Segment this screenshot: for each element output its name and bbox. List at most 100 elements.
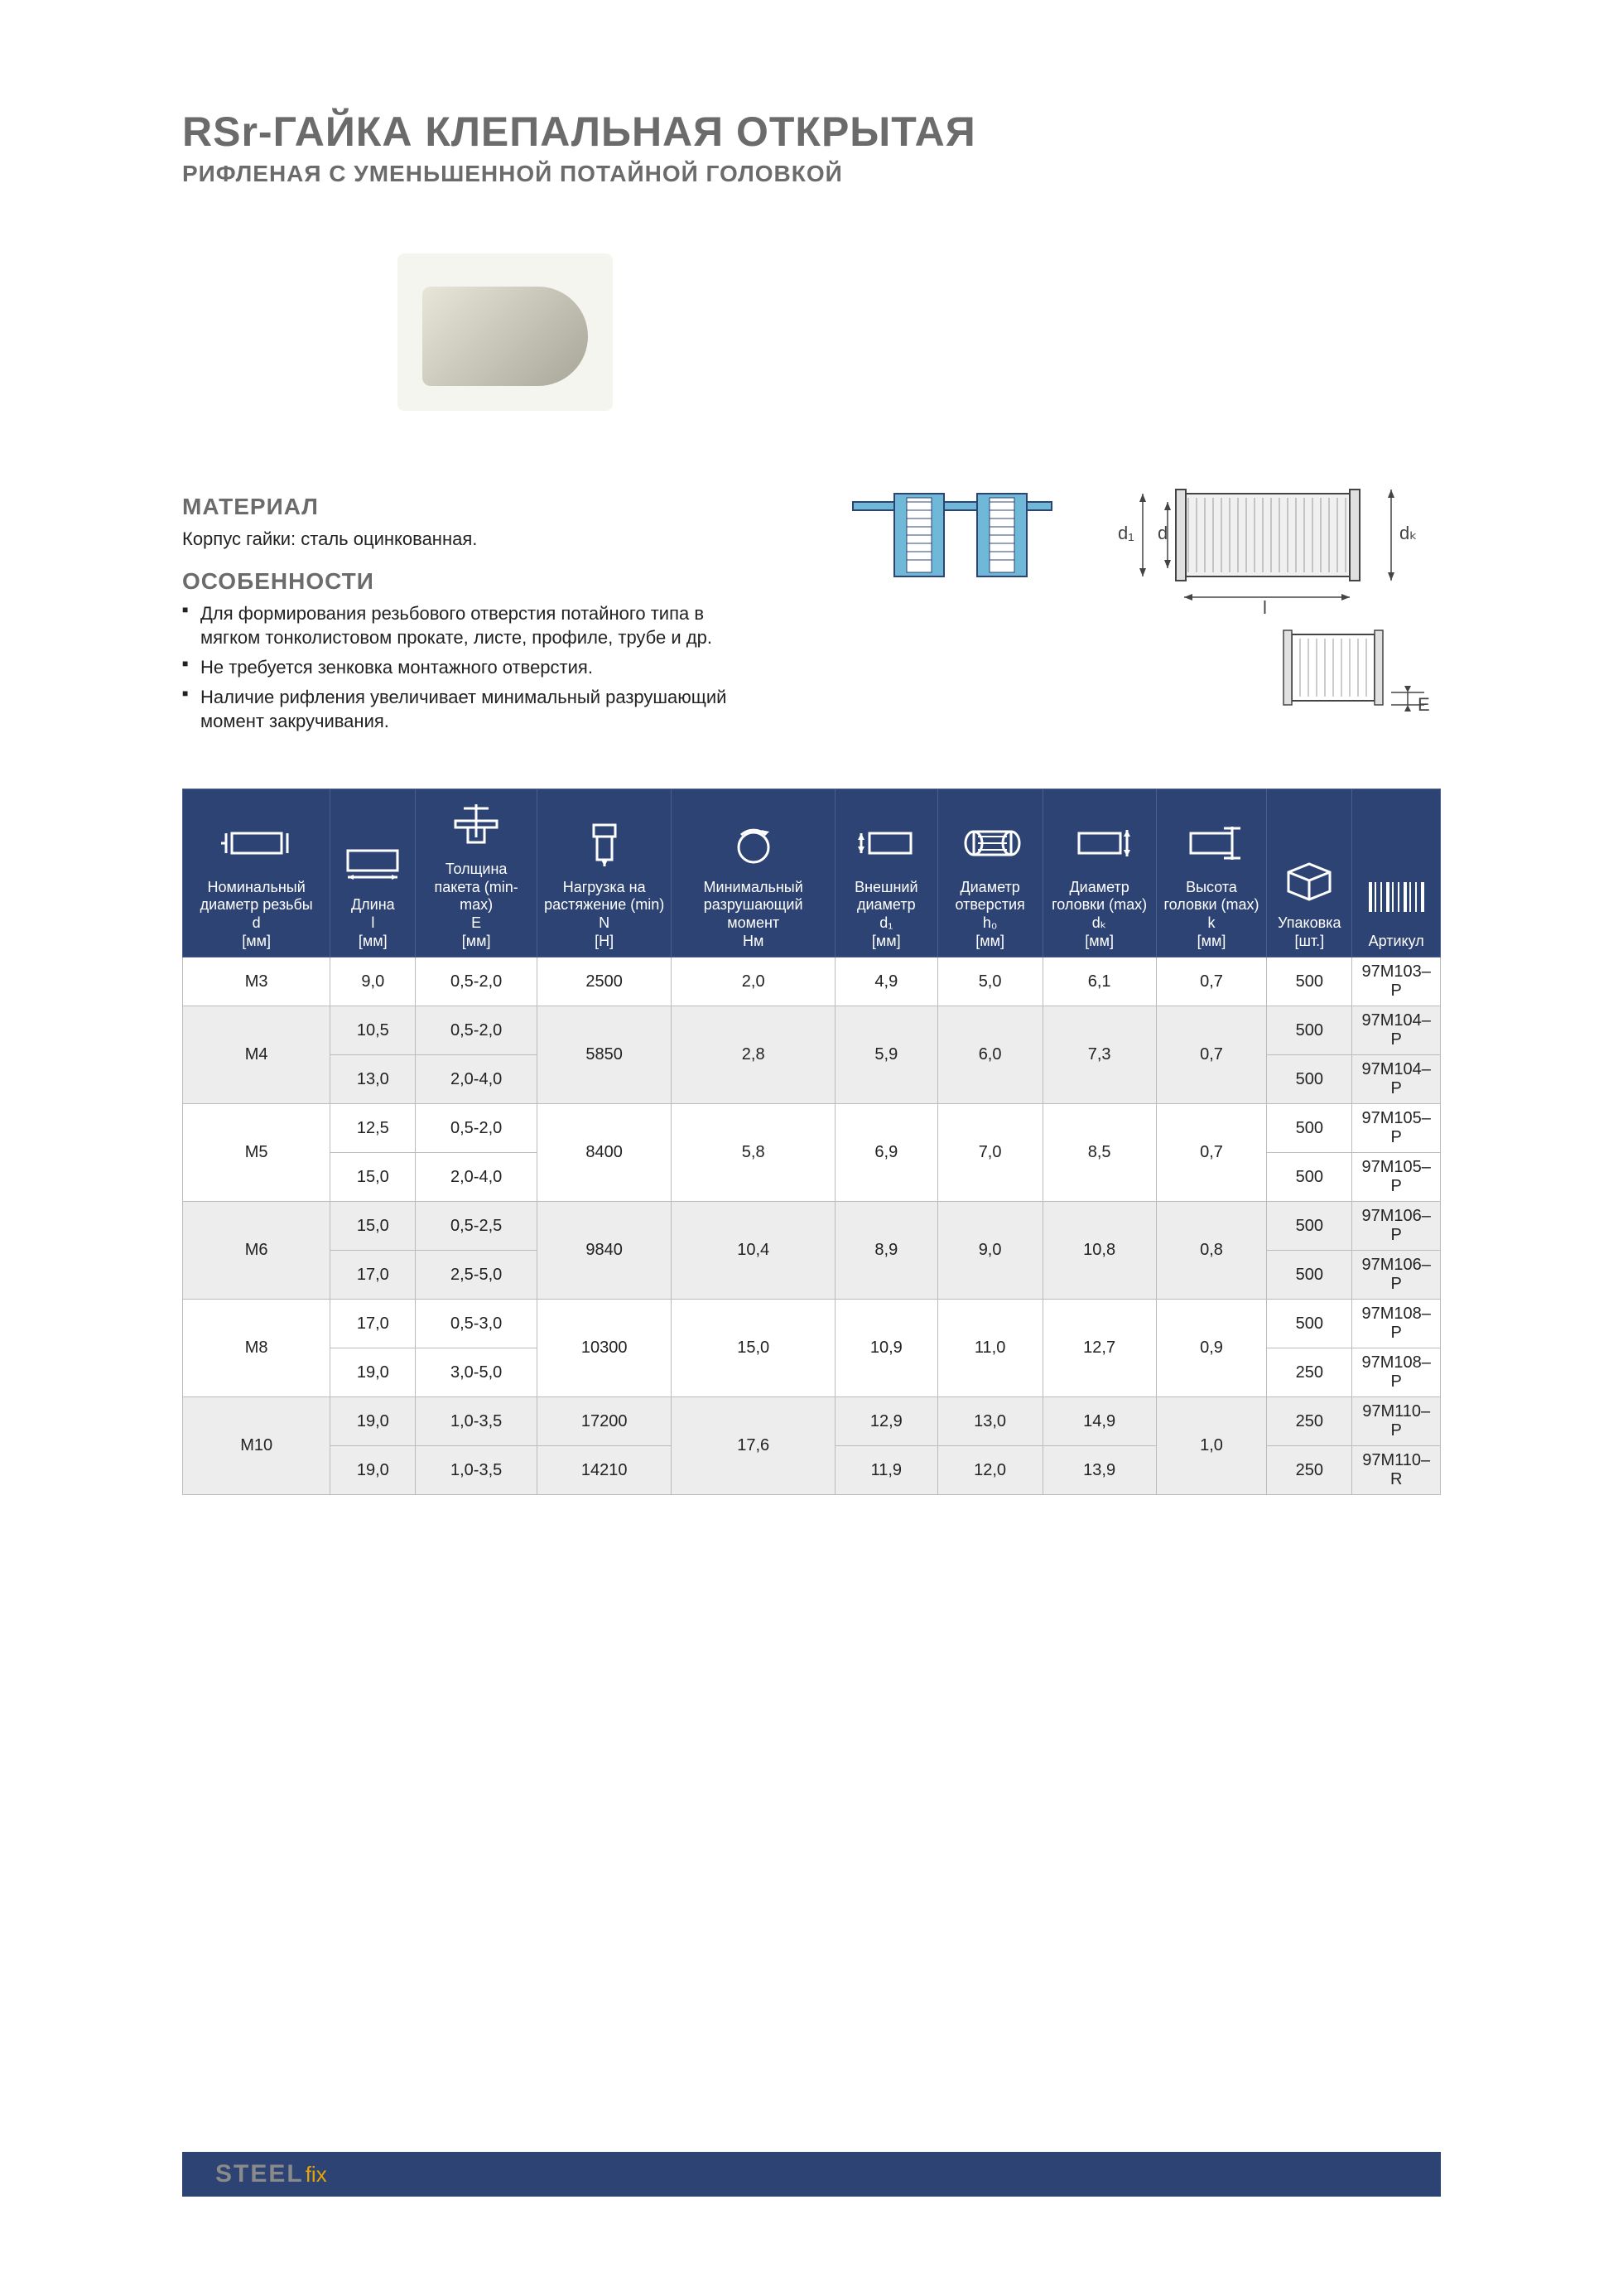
- svg-text:l: l: [1263, 597, 1267, 618]
- cell-d: M8: [183, 1300, 330, 1397]
- cell-E: 2,5-5,0: [416, 1251, 537, 1300]
- cell-k: 0,7: [1156, 1006, 1267, 1104]
- table-row: M615,00,5-2,5984010,48,99,010,80,850097M…: [183, 1202, 1441, 1251]
- cell-pack: 250: [1267, 1397, 1352, 1446]
- cell-article: 97M104–P: [1352, 1006, 1441, 1055]
- header-icon: [335, 832, 410, 890]
- cell-E: 1,0-3,5: [416, 1397, 537, 1446]
- header-icon: [1048, 814, 1151, 872]
- cell-h0: 11,0: [937, 1300, 1043, 1397]
- footer-bar: STEELfix: [182, 2152, 1441, 2197]
- svg-text:d: d: [1158, 523, 1168, 543]
- cell-N: 8400: [537, 1104, 671, 1202]
- cell-dk: 13,9: [1043, 1446, 1156, 1495]
- cell-pack: 500: [1267, 1202, 1352, 1251]
- header-label: Высота головки (max)k[мм]: [1162, 879, 1262, 950]
- cell-M: 15,0: [672, 1300, 836, 1397]
- cell-article: 97M106–P: [1352, 1251, 1441, 1300]
- cell-E: 2,0-4,0: [416, 1055, 537, 1104]
- footer-logo-steel: STEEL: [215, 2160, 304, 2188]
- cell-M: 2,0: [672, 957, 836, 1006]
- header-icon: [943, 814, 1038, 872]
- cell-pack: 500: [1267, 1104, 1352, 1153]
- cell-N: 5850: [537, 1006, 671, 1104]
- cell-article: 97M108–P: [1352, 1348, 1441, 1397]
- cell-pack: 250: [1267, 1348, 1352, 1397]
- header-label: Артикул: [1357, 933, 1435, 951]
- cell-k: 0,7: [1156, 1104, 1267, 1202]
- column-header-pack: Упаковка[шт.]: [1267, 789, 1352, 957]
- cell-N: 14210: [537, 1446, 671, 1495]
- cell-E: 0,5-2,0: [416, 957, 537, 1006]
- cell-article: 97M110–R: [1352, 1446, 1441, 1495]
- header-icon: [1162, 814, 1262, 872]
- header-icon: [542, 814, 666, 872]
- cell-k: 1,0: [1156, 1397, 1267, 1495]
- features-list: Для формирования резьбового отверстия по…: [182, 601, 762, 734]
- cell-E: 0,5-3,0: [416, 1300, 537, 1348]
- cell-article: 97M105–P: [1352, 1104, 1441, 1153]
- table-row: M817,00,5-3,01030015,010,911,012,70,9500…: [183, 1300, 1441, 1348]
- header-label: Упаковка[шт.]: [1272, 914, 1346, 950]
- column-header-dk: Диаметр головки (max)dₖ[мм]: [1043, 789, 1156, 957]
- cell-pack: 500: [1267, 1300, 1352, 1348]
- cell-l: 15,0: [330, 1153, 416, 1202]
- cell-d1: 4,9: [835, 957, 937, 1006]
- cell-h0: 12,0: [937, 1446, 1043, 1495]
- cell-d1: 10,9: [835, 1300, 937, 1397]
- header-icon: [840, 814, 932, 872]
- cell-article: 97M103–P: [1352, 957, 1441, 1006]
- cell-dk: 6,1: [1043, 957, 1156, 1006]
- list-item: Наличие рифления увеличивает минимальный…: [182, 685, 762, 734]
- cell-pack: 250: [1267, 1446, 1352, 1495]
- cell-M: 10,4: [672, 1202, 836, 1300]
- table-row: M512,50,5-2,084005,86,97,08,50,750097M10…: [183, 1104, 1441, 1153]
- cell-h0: 6,0: [937, 1006, 1043, 1104]
- header-label: Диаметр головки (max)dₖ[мм]: [1048, 879, 1151, 950]
- header-label: Номинальный диаметр резьбыd[мм]: [188, 879, 325, 950]
- material-heading: МАТЕРИАЛ: [182, 494, 762, 520]
- cell-h0: 13,0: [937, 1397, 1043, 1446]
- cell-l: 15,0: [330, 1202, 416, 1251]
- svg-text:E: E: [1418, 694, 1430, 715]
- cell-dk: 12,7: [1043, 1300, 1156, 1397]
- spec-table: Номинальный диаметр резьбыd[мм]Длинаl[мм…: [182, 789, 1441, 1495]
- cell-l: 19,0: [330, 1446, 416, 1495]
- header-label: Диаметр отверстияh₀[мм]: [943, 879, 1038, 950]
- cell-E: 0,5-2,0: [416, 1104, 537, 1153]
- table-row: M410,50,5-2,058502,85,96,07,30,750097M10…: [183, 1006, 1441, 1055]
- header-label: Толщина пакета (min-max)E[мм]: [421, 861, 532, 950]
- cell-d: M4: [183, 1006, 330, 1104]
- cell-h0: 9,0: [937, 1202, 1043, 1300]
- cell-pack: 500: [1267, 957, 1352, 1006]
- cell-d: M3: [183, 957, 330, 1006]
- dimension-diagram: d₁ d dₖ l: [1093, 477, 1441, 726]
- cell-dk: 8,5: [1043, 1104, 1156, 1202]
- svg-text:dₖ: dₖ: [1399, 523, 1418, 543]
- cell-dk: 14,9: [1043, 1397, 1156, 1446]
- cell-N: 10300: [537, 1300, 671, 1397]
- cell-d: M10: [183, 1397, 330, 1495]
- column-header-d: Номинальный диаметр резьбыd[мм]: [183, 789, 330, 957]
- cell-l: 17,0: [330, 1300, 416, 1348]
- cell-k: 0,7: [1156, 957, 1267, 1006]
- page-subtitle: РИФЛЕНАЯ С УМЕНЬШЕННОЙ ПОТАЙНОЙ ГОЛОВКОЙ: [182, 161, 1441, 187]
- column-header-art: Артикул: [1352, 789, 1441, 957]
- footer-logo-fix: fix: [306, 2162, 327, 2187]
- cell-l: 12,5: [330, 1104, 416, 1153]
- cell-M: 2,8: [672, 1006, 836, 1104]
- cell-N: 9840: [537, 1202, 671, 1300]
- cell-M: 17,6: [672, 1397, 836, 1495]
- cell-article: 97M110–P: [1352, 1397, 1441, 1446]
- cell-pack: 500: [1267, 1006, 1352, 1055]
- cell-article: 97M105–P: [1352, 1153, 1441, 1202]
- column-header-d1: Внешний диаметрd₁[мм]: [835, 789, 937, 957]
- cell-d: M5: [183, 1104, 330, 1202]
- material-text: Корпус гайки: сталь оцинкованная.: [182, 527, 762, 552]
- cell-M: 5,8: [672, 1104, 836, 1202]
- cell-d1: 8,9: [835, 1202, 937, 1300]
- cross-section-diagram: [845, 477, 1060, 601]
- header-label: Внешний диаметрd₁[мм]: [840, 879, 932, 950]
- list-item: Не требуется зенковка монтажного отверст…: [182, 655, 762, 680]
- column-header-h0: Диаметр отверстияh₀[мм]: [937, 789, 1043, 957]
